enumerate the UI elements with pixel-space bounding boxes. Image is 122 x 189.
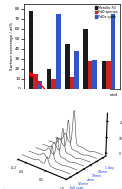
Bar [111, 14, 115, 89]
Bar [88, 61, 92, 89]
Bar [92, 60, 97, 89]
Bar [47, 69, 51, 89]
Bar [56, 14, 61, 89]
Y-axis label: Surface coverage / at%: Surface coverage / at% [10, 22, 14, 70]
Bar [102, 61, 106, 89]
Bar [83, 29, 88, 89]
Bar [74, 51, 79, 89]
Bar [106, 61, 111, 89]
Bar [70, 77, 74, 89]
Bar [51, 79, 56, 89]
Bar [38, 81, 42, 89]
Bar [29, 11, 33, 89]
Legend: Metallic Pd, PdO species, PdOx synth: Metallic Pd, PdO species, PdOx synth [94, 5, 118, 19]
Bar [33, 74, 38, 89]
Bar [65, 44, 70, 89]
X-axis label: Potential / V vs. Ag/AgCl: Potential / V vs. Ag/AgCl [2, 188, 43, 189]
